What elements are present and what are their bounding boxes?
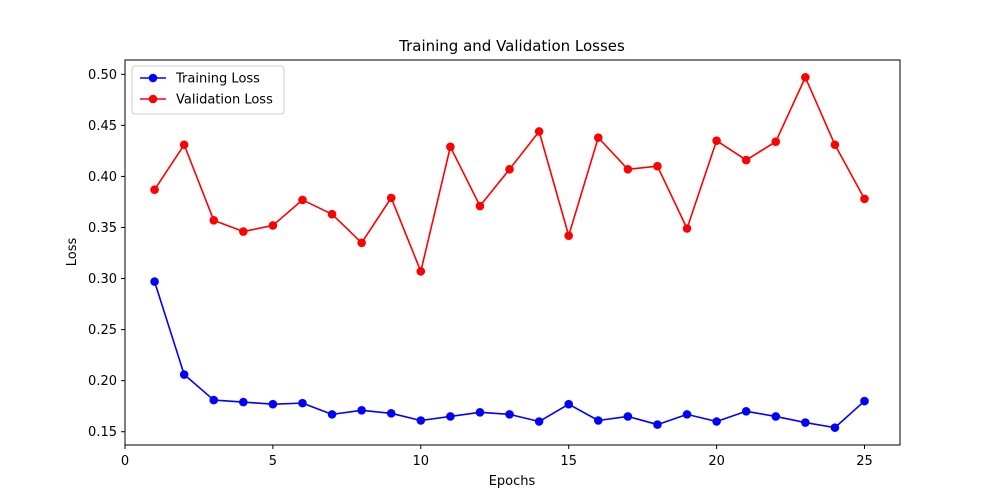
data-point bbox=[475, 408, 485, 417]
plot-frame bbox=[124, 59, 901, 446]
data-point bbox=[446, 142, 455, 152]
data-point bbox=[712, 417, 721, 426]
x-tick-label: 5 bbox=[269, 454, 277, 469]
legend-box bbox=[131, 65, 285, 115]
legend: Training Loss Validation Loss bbox=[131, 65, 285, 115]
data-point bbox=[298, 398, 307, 408]
data-point bbox=[150, 277, 159, 286]
data-point bbox=[505, 164, 514, 174]
x-tick-label: 0 bbox=[121, 454, 129, 469]
data-point bbox=[327, 209, 337, 219]
data-point bbox=[386, 409, 396, 418]
data-point bbox=[268, 221, 278, 230]
data-point bbox=[860, 396, 869, 406]
legend-item: Training Loss bbox=[140, 72, 260, 87]
chart-title: Training and Validation Losses bbox=[398, 37, 625, 55]
data-point bbox=[239, 227, 248, 236]
y-tick-label: 0.45 bbox=[88, 119, 117, 134]
data-point bbox=[830, 140, 840, 150]
legend-label: Training Loss bbox=[175, 72, 260, 87]
data-point bbox=[623, 412, 633, 421]
data-point bbox=[623, 164, 633, 174]
data-point bbox=[564, 399, 574, 409]
data-point bbox=[593, 133, 603, 142]
legend-marker bbox=[148, 73, 158, 83]
data-point bbox=[830, 423, 840, 432]
data-point bbox=[593, 416, 603, 425]
x-tick-label: 10 bbox=[413, 454, 430, 469]
data-point bbox=[179, 370, 189, 379]
series-validation-loss bbox=[150, 73, 869, 276]
y-tick-label: 0.35 bbox=[88, 221, 117, 236]
data-point bbox=[741, 406, 751, 416]
data-point bbox=[505, 410, 514, 419]
data-point bbox=[386, 193, 396, 203]
data-point bbox=[298, 195, 307, 205]
data-point bbox=[682, 410, 692, 419]
data-point bbox=[741, 155, 751, 165]
legend-marker bbox=[148, 94, 158, 104]
x-tick-label: 20 bbox=[708, 454, 725, 469]
x-tick-label: 15 bbox=[560, 454, 577, 469]
y-tick-label: 0.20 bbox=[88, 374, 117, 389]
data-point bbox=[150, 185, 159, 194]
data-point bbox=[771, 412, 781, 421]
data-point bbox=[209, 395, 219, 405]
data-point bbox=[682, 224, 692, 233]
data-point bbox=[416, 416, 426, 425]
data-point bbox=[475, 201, 485, 211]
x-axis-label: Epochs bbox=[489, 474, 536, 489]
y-tick-label: 0.50 bbox=[88, 68, 117, 83]
data-point bbox=[564, 231, 574, 240]
data-point bbox=[712, 136, 721, 145]
y-tick-label: 0.30 bbox=[88, 272, 117, 287]
data-point bbox=[534, 127, 544, 136]
plot-area bbox=[150, 73, 869, 432]
y-axis-label: Loss bbox=[65, 238, 80, 267]
x-axis: 0 5 10 15 20 25 bbox=[121, 445, 873, 469]
data-point bbox=[534, 417, 544, 426]
data-point bbox=[239, 397, 248, 407]
data-point bbox=[446, 412, 455, 421]
y-axis: 0.15 0.20 0.25 0.30 0.35 0.40 0.45 0.50 bbox=[88, 68, 125, 440]
y-tick-label: 0.25 bbox=[88, 323, 117, 338]
data-point bbox=[179, 140, 189, 150]
data-point bbox=[416, 267, 426, 276]
y-tick-label: 0.15 bbox=[88, 425, 117, 440]
data-point bbox=[357, 405, 366, 415]
data-point bbox=[268, 399, 278, 409]
data-point bbox=[801, 418, 810, 427]
legend-item: Validation Loss bbox=[140, 93, 273, 108]
legend-label: Validation Loss bbox=[176, 93, 273, 108]
data-point bbox=[357, 238, 366, 248]
data-point bbox=[860, 194, 869, 204]
data-point bbox=[801, 73, 810, 82]
data-point bbox=[209, 216, 219, 225]
data-point bbox=[771, 137, 781, 146]
y-tick-label: 0.40 bbox=[88, 170, 117, 185]
data-point bbox=[653, 420, 662, 429]
data-point bbox=[327, 410, 337, 419]
x-tick-label: 25 bbox=[856, 454, 873, 469]
series-training-loss bbox=[150, 277, 869, 432]
data-point bbox=[653, 161, 662, 171]
